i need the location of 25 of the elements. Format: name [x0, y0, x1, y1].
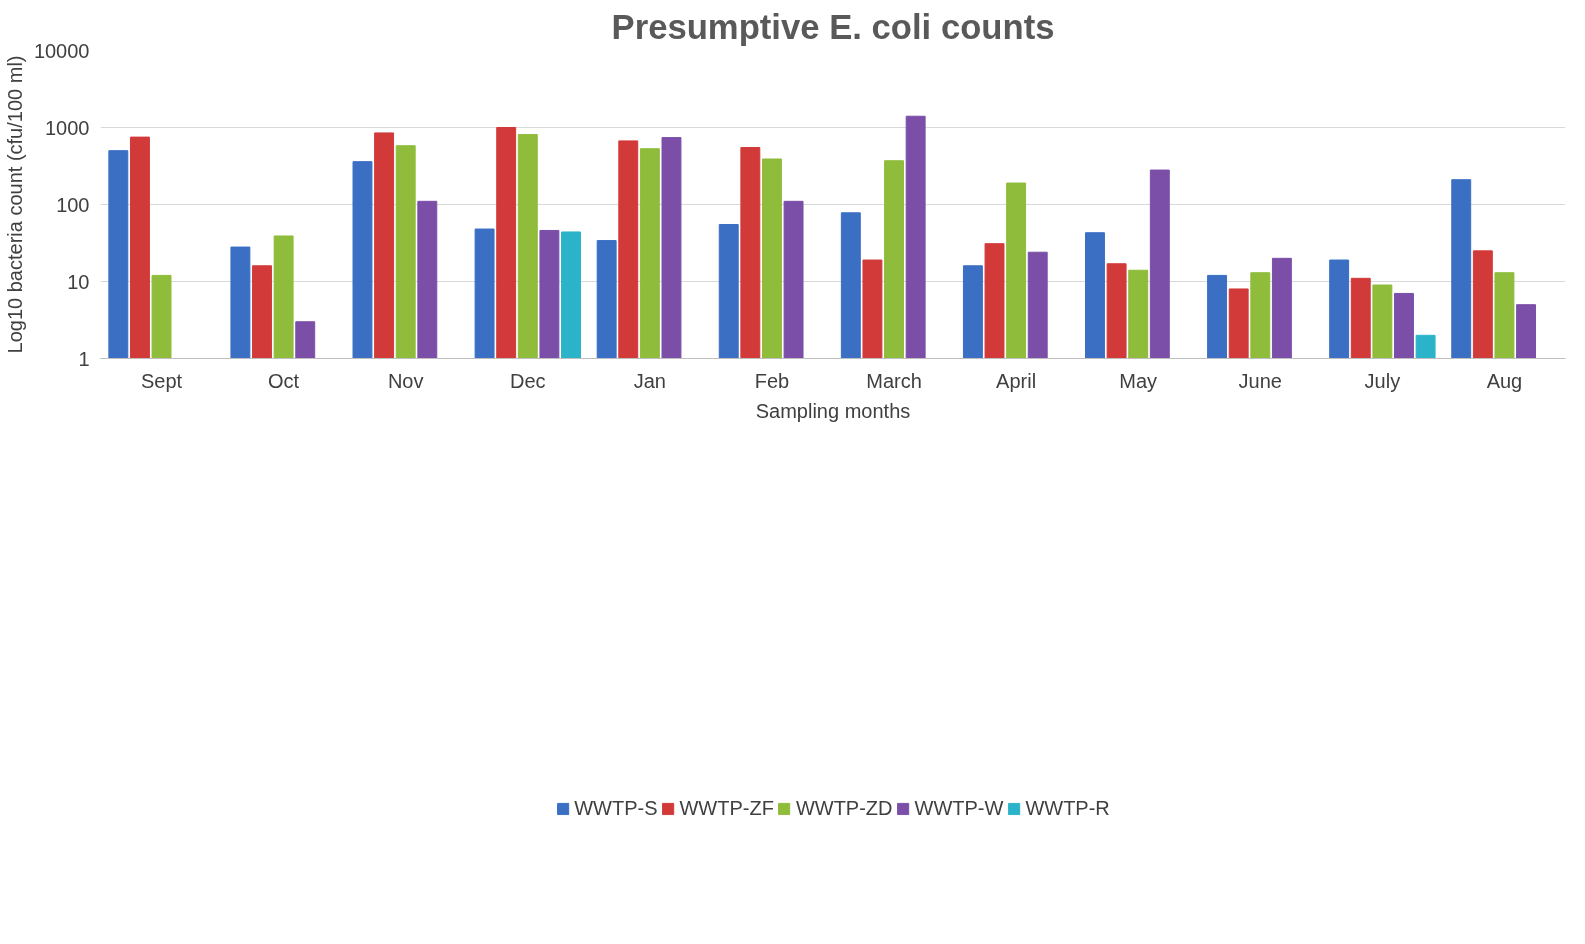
- x-tick-label: Sept: [140, 369, 183, 392]
- y-tick-label: 1: [78, 347, 90, 370]
- chart-title: Presumptive E. coli counts: [611, 7, 1055, 46]
- y-tick-label: 10: [67, 270, 90, 293]
- legend-label: WWTP-ZD: [795, 796, 893, 820]
- x-tick-label: Feb: [754, 369, 790, 392]
- x-tick-label: April: [996, 369, 1037, 392]
- x-tick-label: June: [1238, 369, 1282, 392]
- y-tick-label: 1000: [45, 116, 90, 139]
- x-tick-label: Nov: [387, 369, 424, 392]
- legend-label: WWTP-W: [914, 796, 1004, 820]
- x-tick-label: Dec: [510, 369, 546, 392]
- x-tick-label: March: [866, 369, 922, 392]
- x-tick-label: Aug: [1486, 369, 1523, 392]
- x-axis-title: Sampling months: [755, 399, 911, 422]
- y-axis-title: Log10 bacteria count (cfu/100 ml): [3, 55, 26, 354]
- x-tick-label: Jan: [633, 369, 666, 392]
- legend-label: WWTP-R: [1025, 796, 1110, 820]
- y-tick-label: 100: [56, 193, 90, 216]
- x-tick-label: July: [1364, 369, 1401, 392]
- x-tick-label: Oct: [268, 369, 300, 392]
- x-tick-label: May: [1119, 369, 1158, 392]
- legend-label: WWTP-S: [574, 796, 658, 820]
- legend-label: WWTP-ZF: [679, 796, 774, 820]
- y-tick-label: 10000: [33, 39, 90, 62]
